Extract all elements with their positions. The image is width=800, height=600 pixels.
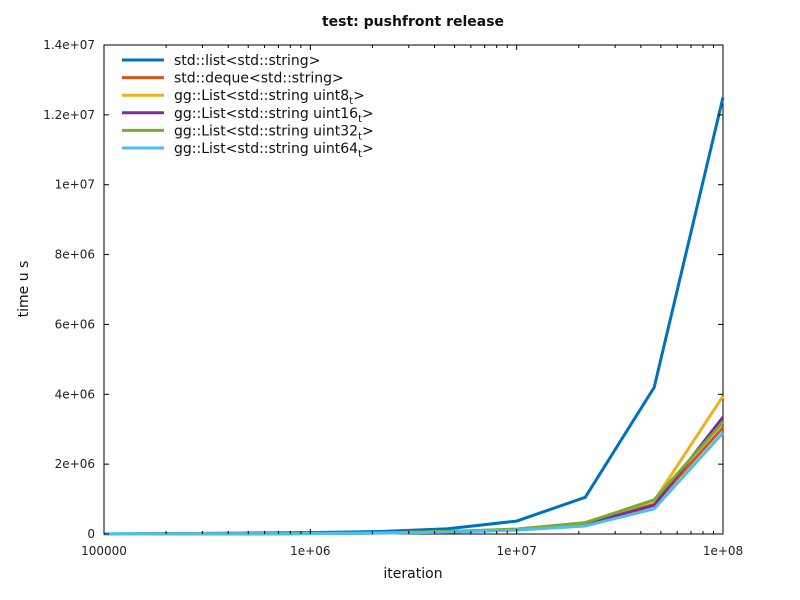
legend-entry-suffix: >: [362, 106, 374, 122]
series-layer: [103, 97, 725, 536]
legend-entry-name: gg::List<std::string uint16: [174, 106, 358, 122]
legend-entry-subscript: t: [358, 149, 362, 160]
legend: std::list<std::string>std::deque<std::st…: [122, 53, 374, 160]
series-line-5: [103, 421, 725, 536]
legend-entry-suffix: >: [362, 141, 374, 157]
legend-entry-name: std::deque<std::string>: [174, 71, 344, 87]
y-tick-label: 4e+06: [55, 387, 95, 401]
y-axis-ticks: 0 2e+06 4e+06 6e+06 8e+06 1e+07 1.2e+07 1.4e+07: [43, 38, 723, 541]
legend-entry-name: gg::List<std::string uint8: [174, 88, 349, 104]
x-axis-label: iteration: [383, 566, 442, 582]
legend-entry-subscript: t: [358, 131, 362, 142]
x-tick-label: 100000: [81, 544, 127, 558]
legend-entry-name: std::list<std::string>: [174, 53, 320, 69]
y-tick-label: 1e+07: [55, 178, 95, 192]
x-tick-label: 1e+08: [703, 544, 743, 558]
legend-entry-suffix: >: [362, 123, 374, 139]
y-tick-label: 6e+06: [55, 317, 95, 331]
legend-entry-suffix: >: [353, 88, 365, 104]
legend-entry: gg::List<std::string uint8t>: [174, 88, 365, 107]
legend-entry: std::list<std::string>: [174, 53, 320, 69]
legend-entry: gg::List<std::string uint32t>: [174, 123, 374, 142]
series-line-4: [103, 416, 725, 536]
legend-entry-subscript: t: [358, 114, 362, 125]
series-line-2: [103, 426, 725, 536]
legend-entry-name: gg::List<std::string uint64: [174, 141, 358, 157]
legend-entry: gg::List<std::string uint64t>: [174, 141, 374, 160]
y-tick-label: 2e+06: [55, 457, 95, 471]
legend-entry-name: gg::List<std::string uint32: [174, 123, 358, 139]
y-tick-label: 0: [87, 527, 95, 541]
legend-entry: gg::List<std::string uint16t>: [174, 106, 374, 125]
series-line-1: [103, 97, 725, 536]
y-tick-label: 1.2e+07: [43, 108, 95, 122]
series-line-6: [103, 431, 725, 536]
y-tick-label: 8e+06: [55, 248, 95, 262]
x-axis-ticks: 100000 1e+06 1e+07 1e+08: [81, 45, 743, 558]
chart-title: test: pushfront release: [322, 14, 504, 30]
y-axis-label: time u s: [16, 261, 32, 318]
x-tick-label: 1e+06: [290, 544, 330, 558]
x-tick-label: 1e+07: [496, 544, 536, 558]
legend-entry-subscript: t: [349, 96, 353, 107]
legend-entry: std::deque<std::string>: [174, 71, 344, 87]
y-tick-label: 1.4e+07: [43, 38, 95, 52]
